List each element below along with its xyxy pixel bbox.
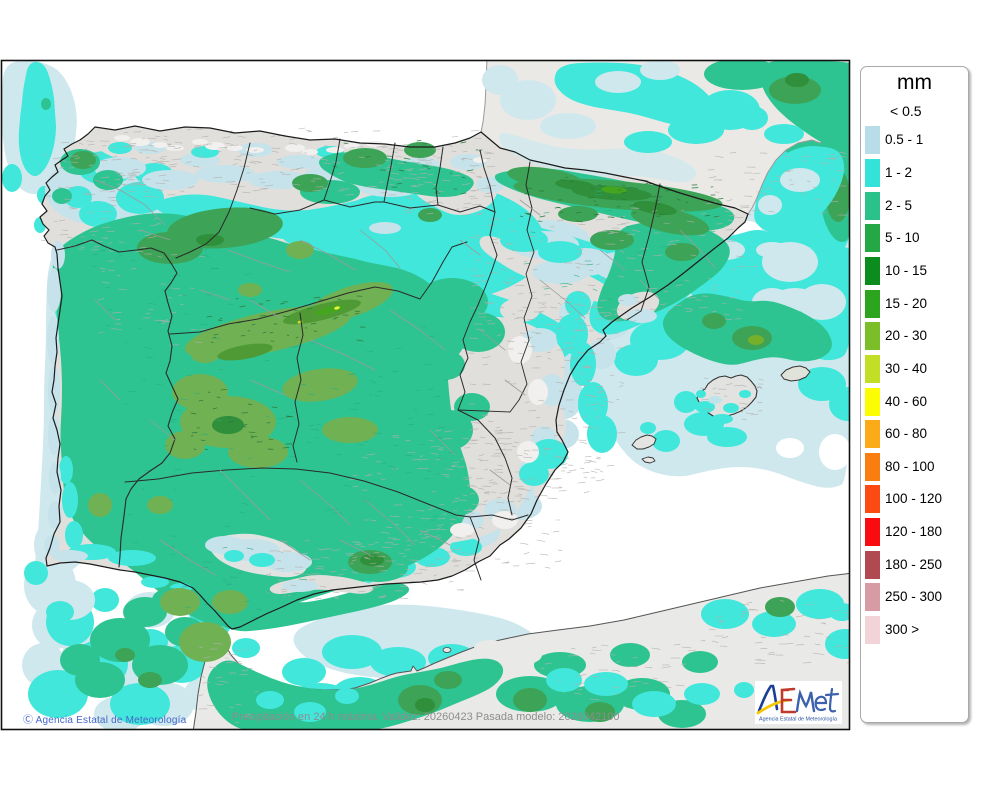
svg-text:Agencia Estatal de Meteorologí: Agencia Estatal de Meteorología — [759, 717, 837, 723]
